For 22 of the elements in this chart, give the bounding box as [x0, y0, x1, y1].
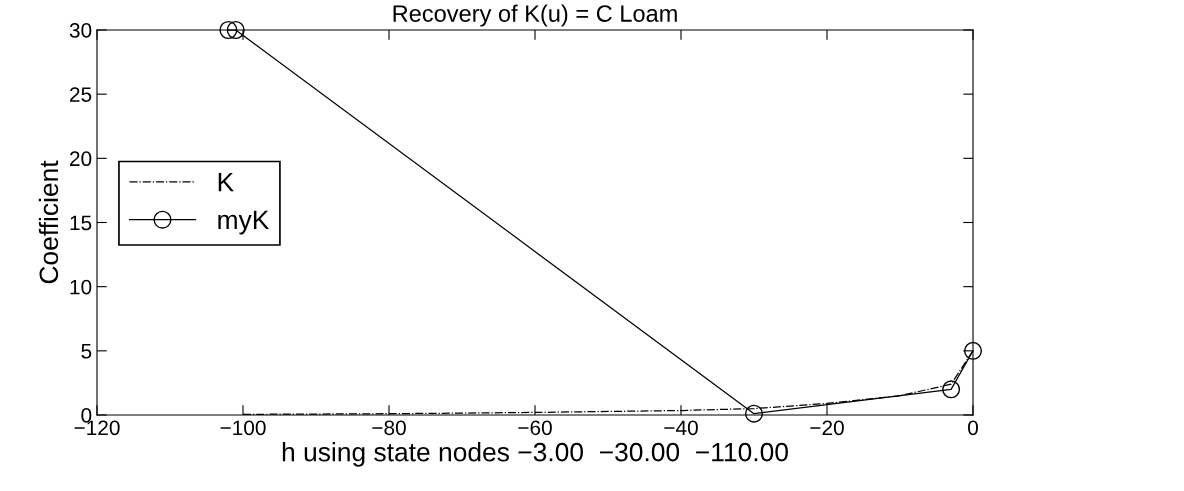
x-tick-label: 0 [968, 420, 978, 436]
x-tick-label: −20 [810, 420, 844, 436]
x-tick-label: −40 [664, 420, 698, 436]
point [744, 404, 764, 423]
point [219, 20, 238, 40]
chart-title: Recovery of K(u) = C Loam [393, 4, 677, 27]
y-tick-label: 15 [70, 215, 92, 231]
y-tick-label: 10 [70, 279, 92, 295]
legend-label: myK [218, 210, 270, 235]
y-axis-title: Coefficient [38, 160, 59, 284]
y-tick-label: 5 [81, 344, 92, 359]
y-tick-label: 20 [70, 151, 92, 167]
point [963, 341, 983, 360]
x-tick-label: −80 [372, 420, 406, 436]
point [226, 20, 245, 40]
x-axis-title: h using state nodes −3.00 −30.00 −110.00 [282, 442, 788, 467]
y-tick-label: 30 [69, 23, 92, 38]
x-tick-label: −100 [220, 420, 266, 436]
legend-label: K [218, 173, 234, 192]
y-tick-label: 25 [70, 87, 92, 102]
point [942, 380, 961, 399]
x-tick-label: −60 [518, 420, 552, 436]
